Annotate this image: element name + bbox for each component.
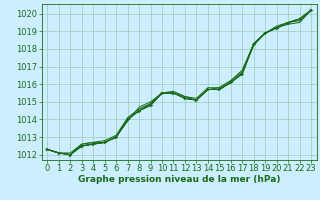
X-axis label: Graphe pression niveau de la mer (hPa): Graphe pression niveau de la mer (hPa) bbox=[78, 175, 280, 184]
